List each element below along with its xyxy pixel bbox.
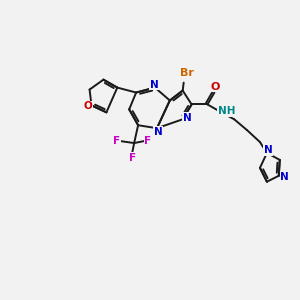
Text: O: O (83, 101, 92, 111)
Text: F: F (145, 136, 152, 146)
Text: Br: Br (180, 68, 194, 78)
Text: NH: NH (218, 106, 235, 116)
Text: N: N (183, 113, 192, 123)
Text: O: O (211, 82, 220, 92)
Text: N: N (280, 172, 289, 182)
Text: F: F (113, 136, 120, 146)
Text: N: N (150, 80, 158, 90)
Text: N: N (154, 127, 162, 137)
Text: N: N (263, 145, 272, 155)
Text: F: F (129, 153, 136, 163)
